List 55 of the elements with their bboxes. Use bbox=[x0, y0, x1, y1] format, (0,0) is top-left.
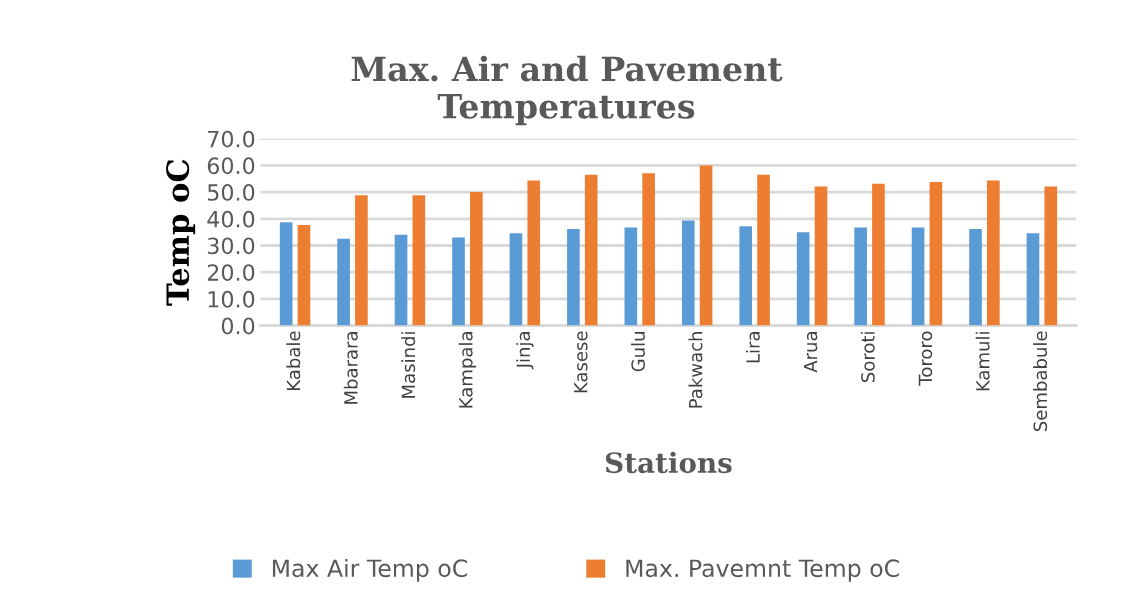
bar bbox=[757, 174, 770, 326]
bar bbox=[929, 181, 943, 326]
bar bbox=[854, 227, 867, 326]
bar bbox=[681, 220, 695, 326]
x-tick-label: Kampala bbox=[458, 332, 477, 408]
x-tick-label: Masindi bbox=[401, 332, 416, 398]
bar bbox=[739, 226, 753, 326]
y-tick-label: 70.0 bbox=[208, 130, 255, 148]
bar bbox=[394, 234, 408, 326]
y-tick-label: 10.0 bbox=[208, 290, 255, 308]
bar bbox=[584, 174, 598, 326]
bar bbox=[699, 165, 713, 326]
bar bbox=[355, 195, 368, 326]
bar bbox=[469, 192, 483, 326]
bar bbox=[624, 227, 638, 326]
bar bbox=[796, 232, 810, 326]
bar bbox=[412, 195, 426, 326]
legend-label: Max. Pavemnt Temp oC bbox=[626, 559, 899, 582]
y-tick-label: 60.0 bbox=[207, 157, 255, 175]
bar bbox=[1044, 186, 1058, 326]
bar bbox=[279, 222, 293, 326]
x-tick-label: Tororo bbox=[918, 331, 933, 386]
bar bbox=[527, 180, 541, 326]
bar bbox=[337, 238, 350, 326]
x-tick-label: Soroti bbox=[860, 332, 875, 382]
x-tick-label: Kamuli bbox=[975, 332, 990, 391]
y-tick-label: 20.0 bbox=[207, 264, 255, 281]
y-axis-title: Temp oC bbox=[166, 159, 196, 306]
bar bbox=[987, 180, 1000, 326]
x-tick-label: Jinja bbox=[516, 332, 534, 370]
bar bbox=[567, 228, 580, 326]
bar bbox=[1026, 233, 1040, 326]
legend-label: Max Air Temp oC bbox=[272, 558, 467, 582]
bar bbox=[911, 227, 925, 326]
x-tick-label: Kasese bbox=[574, 331, 588, 393]
x-tick-label: Sembabule bbox=[1033, 331, 1048, 432]
x-tick-label: Gulu bbox=[631, 332, 645, 372]
bar bbox=[642, 173, 655, 326]
x-axis-title: Stations bbox=[605, 451, 732, 474]
x-tick-label: Kabale bbox=[286, 331, 301, 390]
bar bbox=[814, 186, 828, 326]
bar bbox=[452, 237, 465, 326]
x-tick-label: Lira bbox=[745, 332, 760, 363]
bar bbox=[297, 224, 311, 326]
y-tick-label: 50.0 bbox=[207, 184, 255, 201]
x-tick-label: Pakwach bbox=[688, 332, 703, 408]
bar bbox=[872, 183, 885, 326]
y-tick-label: 30.0 bbox=[207, 237, 255, 255]
bar bbox=[969, 228, 982, 326]
y-tick-label: 40.0 bbox=[207, 210, 255, 228]
x-tick-label: Mbarara bbox=[343, 332, 358, 404]
bar bbox=[509, 233, 523, 326]
chart-title: Max. Air and Pavement Temperatures bbox=[351, 55, 783, 126]
y-tick-label: 0.0 bbox=[221, 317, 255, 335]
x-tick-label: Arua bbox=[803, 332, 818, 373]
